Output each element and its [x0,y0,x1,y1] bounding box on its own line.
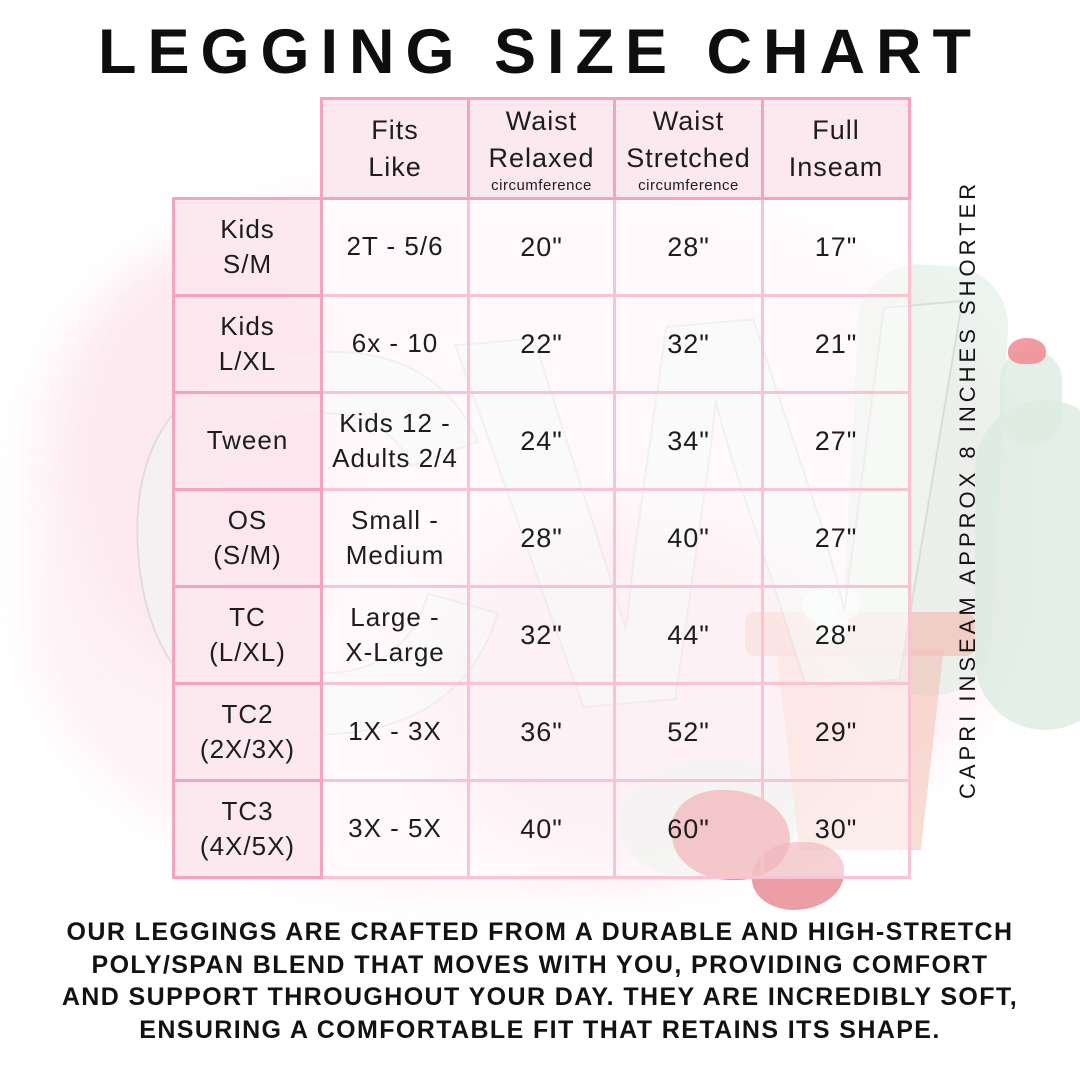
cell-fits-like: 6x - 10 [320,294,470,394]
page-title: LEGGING SIZE CHART [97,17,983,87]
cactus-flower-icon [1008,338,1046,364]
column-header-subtext: circumference [491,176,592,194]
cell-waist-stretched: 40" [613,488,764,588]
cell-full-inseam: 27" [761,391,911,491]
cell-waist-relaxed: 22" [467,294,616,394]
cell-full-inseam: 21" [761,294,911,394]
cell-waist-relaxed: 24" [467,391,616,491]
cell-fits-like: 3X - 5X [320,779,470,879]
column-header-full-inseam: Full Inseam [761,97,911,200]
column-header-label: Full Inseam [788,115,884,182]
row-label-tc2: TC2 (2X/3X) [172,682,323,782]
cell-fits-like: 2T - 5/6 [320,197,470,297]
cell-waist-relaxed: 28" [467,488,616,588]
column-header-label: Fits Like [368,115,422,182]
table-row: TC3 (4X/5X) 3X - 5X 40" 60" 30" [172,779,911,879]
table-row: Tween Kids 12 - Adults 2/4 24" 34" 27" [172,391,911,491]
column-header-label: Waist Relaxed [488,106,595,173]
row-label-kids-lxl: Kids L/XL [172,294,323,394]
table-row: TC (L/XL) Large - X-Large 32" 44" 28" [172,585,911,685]
row-label-tc3: TC3 (4X/5X) [172,779,323,879]
table-row: OS (S/M) Small - Medium 28" 40" 27" [172,488,911,588]
cell-waist-stretched: 32" [613,294,764,394]
cell-waist-relaxed: 36" [467,682,616,782]
cell-waist-relaxed: 40" [467,779,616,879]
table-row: Kids L/XL 6x - 10 22" 32" 21" [172,294,911,394]
size-label: TC3 (4X/5X) [199,795,296,861]
row-label-tween: Tween [172,391,323,491]
cell-fits-like: Small - Medium [320,488,470,588]
cell-waist-relaxed: 32" [467,585,616,685]
product-description: OUR LEGGINGS ARE CRAFTED FROM A DURABLE … [61,918,1019,1044]
row-label-kids-sm: Kids S/M [172,197,323,297]
cell-full-inseam: 27" [761,488,911,588]
cell-waist-stretched: 52" [613,682,764,782]
row-label-os: OS (S/M) [172,488,323,588]
cactus-illustration [1000,350,1062,445]
cell-full-inseam: 29" [761,682,911,782]
table-row: Kids S/M 2T - 5/6 20" 28" 17" [172,197,911,297]
cell-waist-stretched: 34" [613,391,764,491]
size-label: Tween [206,425,289,456]
cell-full-inseam: 28" [761,585,911,685]
size-label: Kids L/XL [218,310,277,376]
size-label: TC (L/XL) [209,601,286,667]
corner-cell [174,99,322,199]
size-chart-table: Fits Like Waist Relaxed circumference Wa… [172,97,911,879]
column-header-fits-like: Fits Like [320,97,470,200]
cell-fits-like: Kids 12 - Adults 2/4 [320,391,470,491]
column-header-subtext: circumference [638,176,739,194]
cell-waist-stretched: 28" [613,197,764,297]
row-label-tc: TC (L/XL) [172,585,323,685]
column-header-waist-relaxed: Waist Relaxed circumference [467,97,616,200]
cell-waist-relaxed: 20" [467,197,616,297]
column-header-label: Waist Stretched [626,106,751,173]
size-label: Kids S/M [220,213,275,279]
cell-fits-like: 1X - 3X [320,682,470,782]
size-label: OS (S/M) [213,504,282,570]
cell-fits-like: Large - X-Large [320,585,470,685]
header-row: Fits Like Waist Relaxed circumference Wa… [174,97,911,200]
table-row: TC2 (2X/3X) 1X - 3X 36" 52" 29" [172,682,911,782]
cell-waist-stretched: 60" [613,779,764,879]
size-label: TC2 (2X/3X) [199,698,296,764]
column-header-waist-stretched: Waist Stretched circumference [613,97,764,200]
cactus-illustration [975,400,1080,730]
cell-full-inseam: 17" [761,197,911,297]
cell-full-inseam: 30" [761,779,911,879]
capri-inseam-note: CAPRI INSEAM APPROX 8 INCHES SHORTER [955,179,980,799]
cell-waist-stretched: 44" [613,585,764,685]
